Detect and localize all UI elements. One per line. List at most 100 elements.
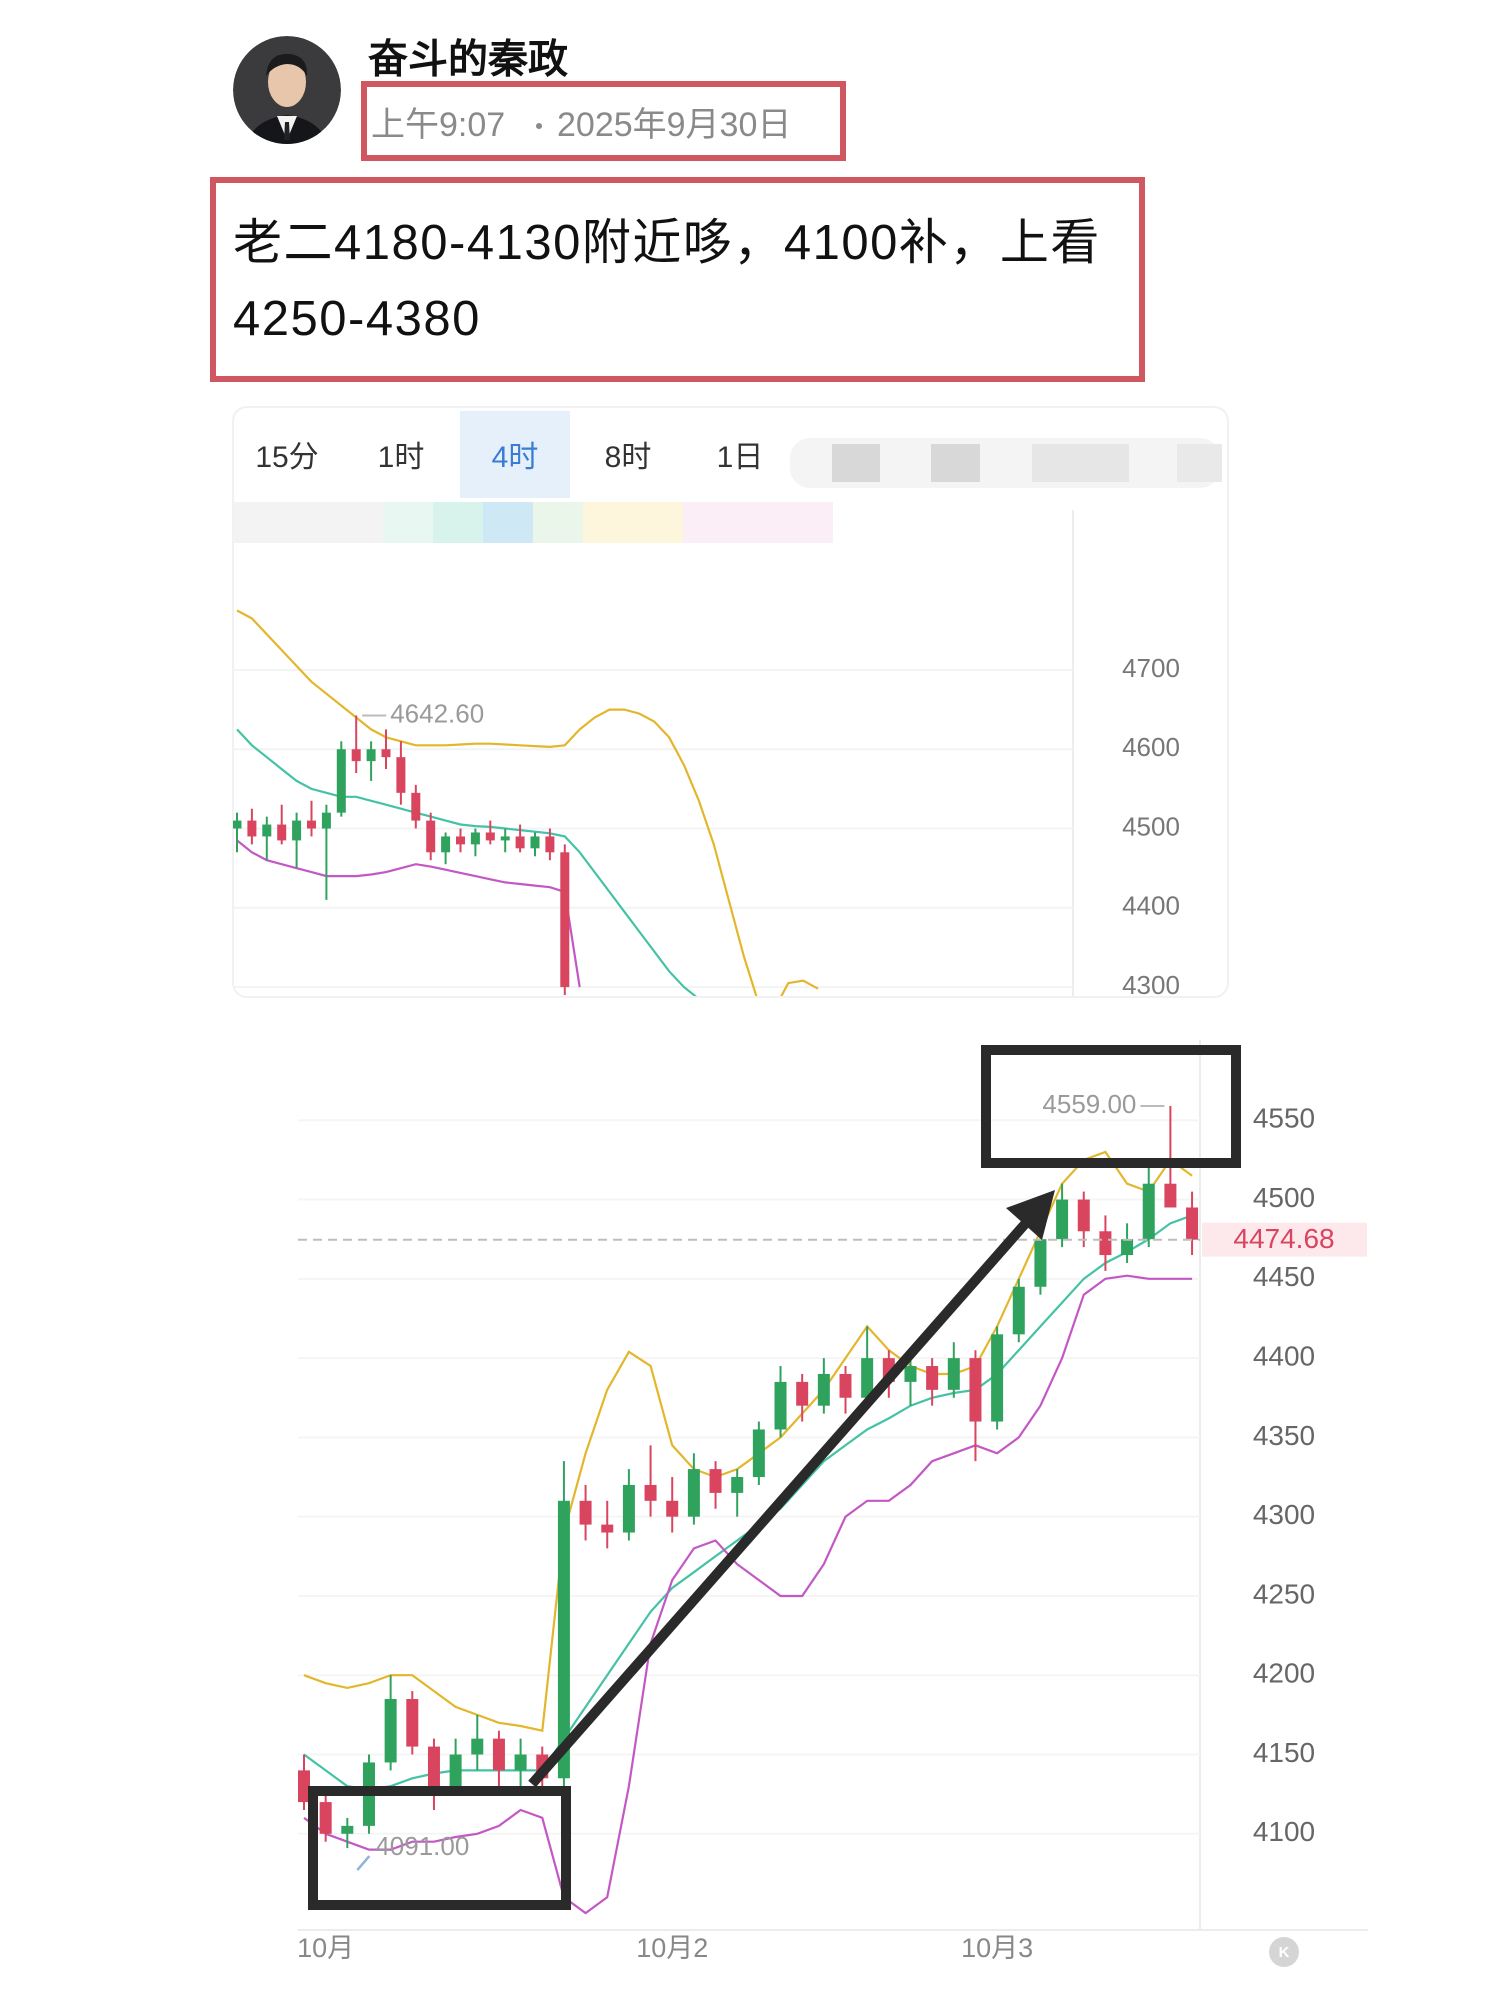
post-date: 2025年9月30日 <box>557 106 791 144</box>
candle-body <box>336 749 346 813</box>
highlight-box <box>210 177 1145 382</box>
candle-body <box>947 1358 960 1390</box>
active-tab-bg <box>460 411 570 498</box>
separator-dot <box>536 123 542 129</box>
candle-body <box>1056 1199 1069 1240</box>
callout-box <box>981 1045 1241 1168</box>
extreme-label: 4642.60 <box>390 698 484 728</box>
band-line <box>236 839 581 988</box>
y-tick-label: 4350 <box>1253 1420 1315 1451</box>
y-tick-label: 4300 <box>1122 970 1180 1000</box>
candle-body <box>396 757 406 793</box>
blurred-controls <box>790 438 1222 488</box>
band-line <box>303 1214 1193 1791</box>
candle-body <box>514 1754 527 1771</box>
candle-body <box>817 1373 830 1406</box>
candle-body <box>904 1366 917 1382</box>
candle-body <box>1012 1286 1025 1335</box>
candle-body <box>485 832 495 841</box>
candle-body <box>319 1802 332 1834</box>
chart-panel <box>232 406 1229 998</box>
plot-area <box>233 609 819 996</box>
candle-body <box>427 1746 440 1787</box>
post-text: 老二4180-4130附近哆，4100补，上看4250-4380 <box>233 216 1101 346</box>
timeframe-tab[interactable]: 1日 <box>717 441 764 474</box>
candle-body <box>351 749 361 762</box>
candle-body <box>307 820 316 829</box>
candle-body <box>752 1429 765 1478</box>
candle-body <box>262 824 272 837</box>
k-icon[interactable] <box>1269 1937 1299 1967</box>
candle-body <box>500 836 510 841</box>
timeframe-tab[interactable]: 8时 <box>605 441 652 474</box>
candle-body <box>1099 1231 1112 1256</box>
post-time: 上午9:07 <box>371 106 505 144</box>
candle-body <box>1121 1239 1134 1256</box>
extreme-pointer <box>356 1855 371 1871</box>
avatar[interactable] <box>233 36 341 150</box>
last-price-label: 4474.68 <box>1233 1223 1334 1254</box>
candle-body <box>644 1484 657 1501</box>
candle-body <box>515 836 525 849</box>
candle-body <box>341 1825 354 1834</box>
candle-body <box>426 820 436 853</box>
band-line <box>303 1274 1193 1915</box>
candle-body <box>579 1500 592 1525</box>
candle-body <box>530 836 540 849</box>
candle-body <box>926 1366 939 1390</box>
y-tick-label: 4400 <box>1122 891 1180 921</box>
candle-body <box>449 1754 462 1787</box>
extreme-label: 4559.00 <box>1042 1089 1136 1119</box>
y-tick-label: 4100 <box>1253 1816 1315 1847</box>
candle-body <box>1142 1183 1155 1240</box>
author: 奋斗的秦政 <box>368 38 568 82</box>
arrow-shaft <box>528 1220 1029 1788</box>
y-tick-label: 4550 <box>1253 1103 1315 1134</box>
candle-body <box>687 1469 700 1517</box>
timeframe-tab[interactable]: 1时 <box>378 441 425 474</box>
arrow-head <box>1006 1190 1055 1240</box>
x-tick-label: 10月3 <box>961 1933 1033 1963</box>
candle-body <box>709 1469 722 1493</box>
timeframe-tab[interactable]: 15分 <box>255 441 318 474</box>
k-icon-glyph: K <box>1279 1944 1290 1961</box>
candle-body <box>969 1358 982 1422</box>
x-tick-label: 10月 <box>297 1933 354 1963</box>
overlay <box>308 1045 1241 1910</box>
candle-body <box>277 824 287 841</box>
candle-body <box>1164 1183 1177 1208</box>
candle-body <box>441 836 451 853</box>
candle-body <box>796 1381 809 1406</box>
band-line <box>236 609 819 996</box>
candle-body <box>1186 1207 1199 1240</box>
candle-body <box>622 1484 635 1533</box>
y-tick-label: 4250 <box>1253 1578 1315 1609</box>
y-tick-label: 4450 <box>1253 1261 1315 1292</box>
candle-body <box>601 1524 614 1533</box>
candle-body <box>406 1699 419 1747</box>
timeframe-tab[interactable]: 4时 <box>492 441 539 474</box>
candle-body <box>384 1699 397 1763</box>
candle-body <box>321 812 331 829</box>
candle-body <box>292 820 302 841</box>
y-tick-label: 4200 <box>1253 1658 1315 1689</box>
candle-body <box>774 1381 787 1430</box>
candle-body <box>247 820 257 837</box>
candle-body <box>1034 1239 1047 1287</box>
candle-body <box>298 1770 310 1803</box>
y-tick-label: 4400 <box>1253 1341 1315 1372</box>
candle-body <box>1077 1199 1090 1232</box>
candle-body <box>233 820 242 829</box>
candle-body <box>731 1477 744 1493</box>
y-tick-label: 4600 <box>1122 732 1180 762</box>
candle-body <box>471 1738 484 1755</box>
candle-body <box>557 1500 570 1779</box>
y-tick-label: 4300 <box>1253 1499 1315 1530</box>
candle-body <box>411 792 421 821</box>
candle-body <box>545 836 555 853</box>
extreme-label: 4091.00 <box>375 1831 469 1861</box>
candle-body <box>839 1373 852 1398</box>
candle-body <box>560 852 570 988</box>
